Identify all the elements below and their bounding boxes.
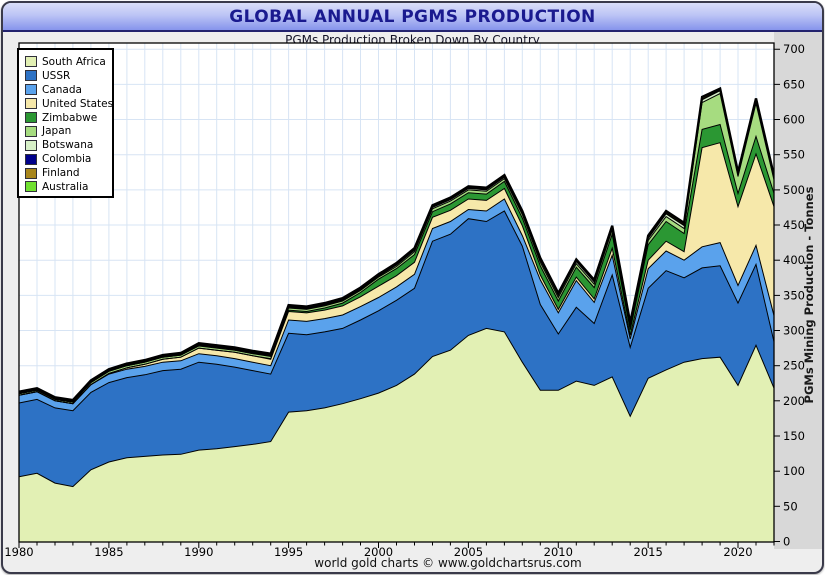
window-titlebar: GLOBAL ANNUAL PGMS PRODUCTION (3, 3, 822, 32)
chart-legend: South Africa USSR Canada United States Zimba… (17, 48, 114, 198)
legend-label: Colombia (42, 153, 92, 166)
svg-text:2010: 2010 (544, 545, 573, 559)
legend-item-finland: Finland (25, 166, 112, 180)
svg-text:650: 650 (783, 77, 805, 91)
svg-text:50: 50 (783, 499, 798, 513)
legend-label: South Africa (42, 55, 106, 68)
svg-text:1995: 1995 (274, 545, 303, 559)
svg-text:0: 0 (783, 535, 790, 549)
legend-item-ussr: USSR (25, 69, 112, 83)
svg-text:500: 500 (783, 183, 805, 197)
svg-text:100: 100 (783, 464, 805, 478)
legend-item-south-africa: South Africa (25, 55, 112, 69)
legend-label: USSR (42, 69, 71, 82)
svg-text:1980: 1980 (4, 545, 33, 559)
legend-swatch (25, 139, 37, 151)
pgms-stacked-area-chart: 1980 1985 1990 1995 2000 2005 2010 2015 2020 0 50 1… (4, 32, 822, 559)
legend-label: Japan (42, 125, 72, 138)
svg-text:450: 450 (783, 218, 805, 232)
y-axis-right: 0 50 100 150 200 250 300 350 400 450 500 550 600 650 7… (774, 42, 816, 549)
legend-label: United States (42, 97, 114, 110)
chart-title: GLOBAL ANNUAL PGMS PRODUCTION (229, 6, 596, 27)
legend-item-japan: Japan (25, 124, 112, 138)
legend-swatch (25, 125, 37, 137)
legend-label: Finland (42, 167, 80, 180)
legend-swatch (25, 84, 37, 96)
svg-text:1990: 1990 (184, 545, 213, 559)
y-axis-title: PGMs Mining Production - Tonnes (802, 186, 816, 403)
svg-text:1985: 1985 (94, 545, 123, 559)
svg-text:700: 700 (783, 42, 805, 56)
svg-text:150: 150 (783, 429, 805, 443)
legend-swatch (25, 56, 37, 68)
legend-label: Australia (42, 180, 89, 193)
svg-text:300: 300 (783, 324, 805, 338)
legend-swatch (25, 112, 37, 123)
stacked-areas (19, 86, 774, 542)
legend-item-australia: Australia (25, 180, 112, 194)
legend-swatch (25, 98, 37, 110)
legend-swatch (25, 181, 37, 193)
svg-text:200: 200 (783, 394, 805, 408)
svg-text:2000: 2000 (364, 545, 393, 559)
svg-text:2020: 2020 (723, 545, 752, 559)
legend-swatch (25, 70, 37, 82)
legend-swatch (25, 153, 37, 165)
svg-text:350: 350 (783, 288, 805, 302)
svg-text:2015: 2015 (634, 545, 663, 559)
svg-text:400: 400 (783, 253, 805, 267)
legend-label: Botswana (42, 139, 94, 152)
legend-item-zimbabwe: Zimbabwe (25, 111, 112, 125)
svg-text:2005: 2005 (454, 545, 483, 559)
footer-credit: world gold charts © www.goldchartsrus.co… (314, 556, 582, 570)
legend-item-colombia: Colombia (25, 152, 112, 166)
svg-text:250: 250 (783, 359, 805, 373)
legend-swatch (25, 167, 37, 179)
svg-text:550: 550 (783, 148, 805, 162)
legend-item-united-states: United States (25, 97, 114, 111)
legend-item-botswana: Botswana (25, 138, 112, 152)
legend-item-canada: Canada (25, 83, 112, 97)
right-axis-strip (774, 32, 822, 549)
legend-label: Zimbabwe (42, 111, 98, 124)
legend-label: Canada (42, 83, 82, 96)
svg-text:600: 600 (783, 113, 805, 127)
x-axis: 1980 1985 1990 1995 2000 2005 2010 2015 2020 (4, 542, 775, 559)
